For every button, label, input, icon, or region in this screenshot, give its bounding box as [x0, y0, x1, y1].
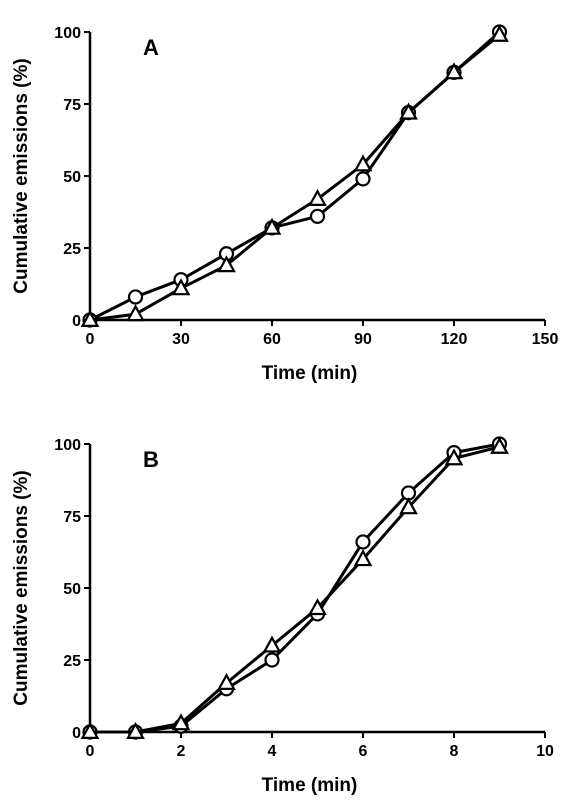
x-tick-label: 4 — [268, 743, 277, 760]
x-tick-label: 90 — [354, 331, 372, 348]
triangle-point — [353, 154, 373, 172]
triangle-point — [217, 255, 236, 273]
panel-a-label: A — [143, 35, 159, 60]
panel-a-series — [80, 24, 509, 328]
x-tick-label: 10 — [536, 743, 554, 760]
triangle-point — [80, 721, 100, 739]
circle-point — [355, 534, 371, 550]
triangle-point — [444, 62, 464, 80]
triangle-point — [399, 497, 418, 515]
triangle-point — [126, 304, 145, 322]
x-tick-label: 8 — [450, 743, 459, 760]
triangle-point — [399, 102, 418, 120]
series-circle-line — [89, 30, 501, 322]
x-tick-label: 120 — [441, 331, 468, 348]
triangle-point — [444, 448, 464, 466]
panel-a-ylabel: Cumulative emissions (%) — [11, 58, 32, 293]
x-tick-label: 0 — [86, 331, 95, 348]
x-tick-label: 2 — [177, 743, 186, 760]
y-tick-label: 25 — [63, 241, 81, 258]
panel-a-xlabel: Time (min) — [262, 363, 358, 384]
circle-point — [355, 171, 371, 187]
triangle-point — [490, 436, 509, 454]
y-tick-label: 100 — [54, 437, 81, 454]
triangle-point — [171, 713, 191, 731]
panel-b-label: B — [143, 447, 159, 472]
y-tick-label: 50 — [63, 581, 81, 598]
triangle-point — [80, 309, 100, 327]
panel-b-axes — [88, 444, 545, 734]
y-tick-label: 0 — [72, 313, 81, 330]
y-tick-label: 100 — [54, 25, 81, 42]
circle-point — [127, 289, 144, 305]
panel-b-series — [80, 436, 509, 740]
panel-a: 0 30 60 90 120 150 0 25 50 75 100 A Time (min) Cum… — [11, 24, 558, 384]
triangle-point — [262, 217, 282, 235]
triangle-point — [171, 278, 191, 296]
triangle-point — [126, 721, 145, 739]
series-triangle-line — [89, 33, 501, 322]
x-tick-label: 30 — [172, 331, 190, 348]
x-tick-label: 6 — [359, 743, 368, 760]
triangle-point — [353, 549, 373, 567]
x-tick-label: 150 — [532, 331, 559, 348]
series-triangle-line — [90, 445, 500, 734]
triangle-point — [217, 672, 236, 690]
series-circle-line — [90, 442, 500, 734]
x-tick-label: 0 — [86, 743, 95, 760]
panel-b-xlabel: Time (min) — [262, 775, 358, 796]
triangle-point — [490, 24, 509, 42]
triangle-point — [308, 188, 327, 206]
y-tick-label: 75 — [63, 97, 81, 114]
y-tick-label: 25 — [63, 653, 81, 670]
panel-b-ylabel: Cumulative emissions (%) — [11, 470, 32, 705]
triangle-point — [308, 598, 327, 616]
y-tick-label: 75 — [63, 509, 81, 526]
circle-point — [309, 208, 326, 224]
x-tick-label: 60 — [263, 331, 281, 348]
triangle-point — [262, 635, 282, 653]
panel-a-ticks: 0 30 60 90 120 150 0 25 50 75 100 — [54, 25, 558, 348]
circle-point — [264, 652, 280, 668]
panel-a-axes — [88, 32, 545, 322]
y-tick-label: 50 — [63, 169, 81, 186]
y-tick-label: 0 — [72, 725, 81, 742]
